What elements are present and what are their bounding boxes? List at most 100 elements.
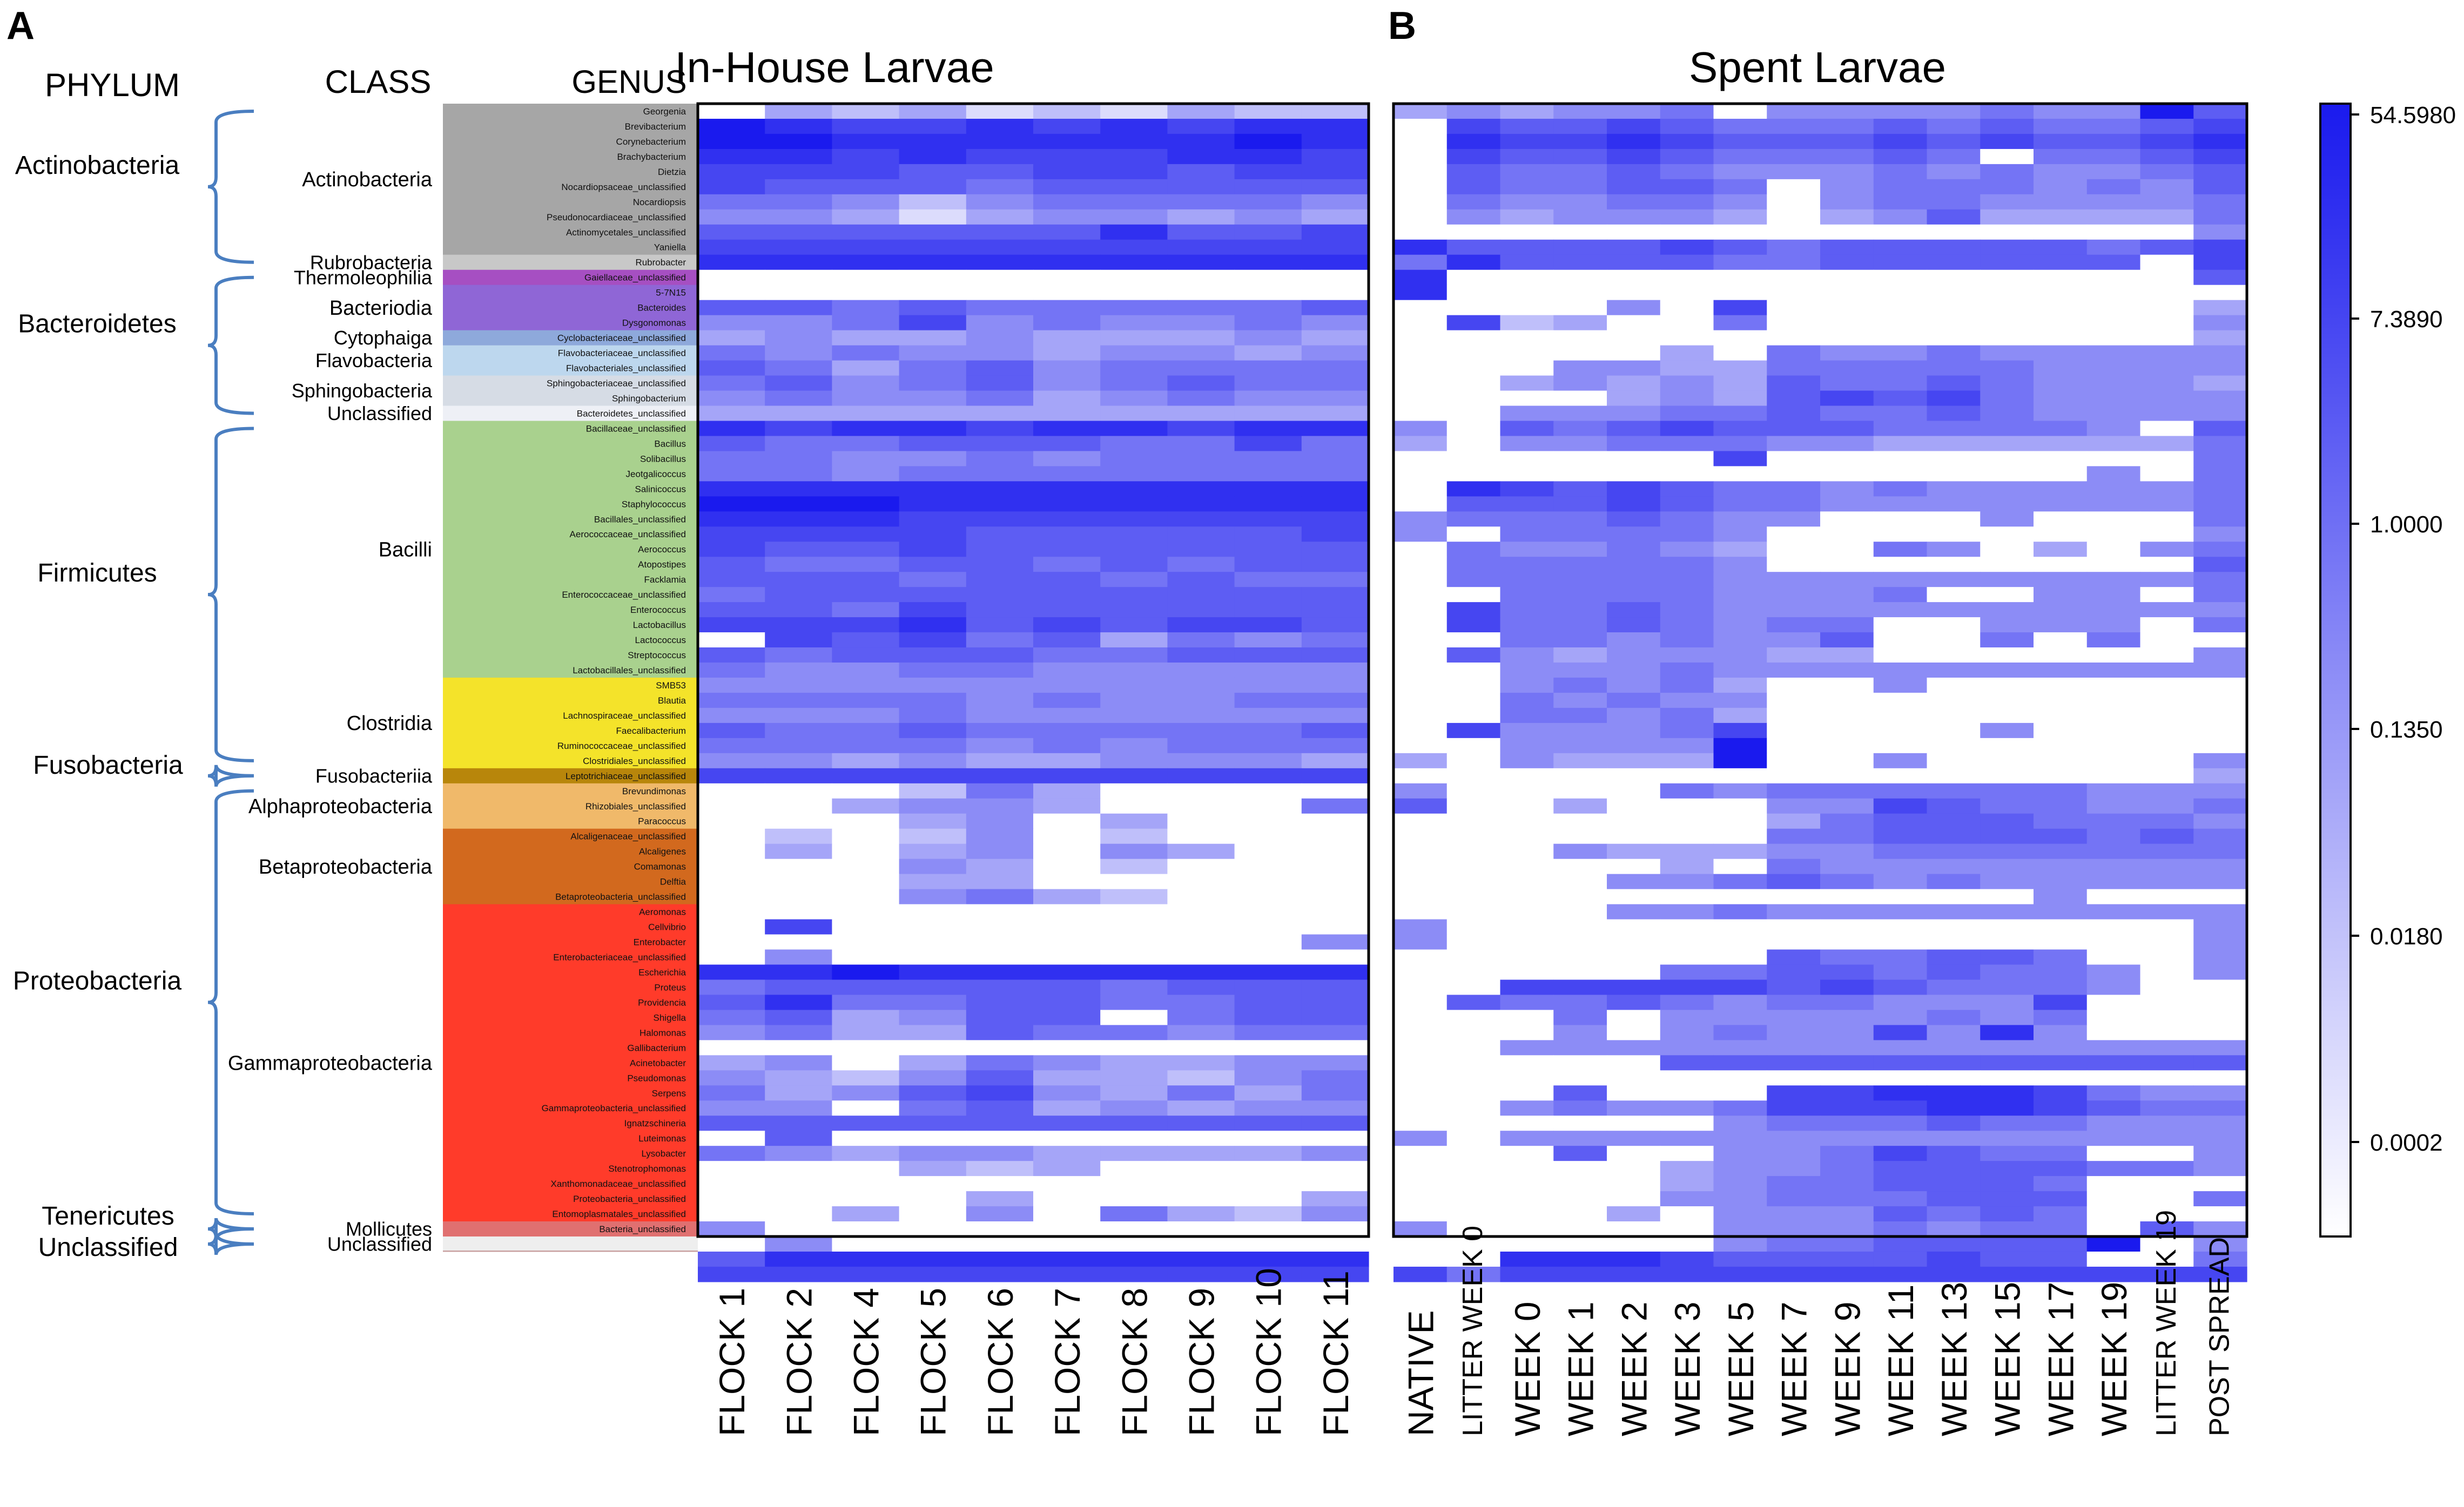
heatmap-cell: [1500, 1070, 1554, 1086]
heatmap-cell: [1873, 602, 1928, 618]
heatmap-cell: [765, 647, 832, 663]
heatmap-cell: [1660, 1236, 1714, 1252]
heatmap-cell: [1234, 104, 1302, 119]
heatmap-cell: [899, 572, 967, 587]
heatmap-cell: [1167, 783, 1235, 799]
heatmap-cell: [2193, 632, 2247, 648]
heatmap-cell: [1234, 722, 1302, 739]
heatmap-cell: [2193, 1176, 2247, 1192]
heatmap-cell: [2140, 572, 2194, 587]
heatmap-cell: [1607, 934, 1661, 950]
heatmap-cell: [1820, 1146, 1874, 1161]
heatmap-cell: [1927, 602, 1981, 618]
heatmap-cell: [2086, 254, 2141, 271]
heatmap-cell: [765, 632, 832, 648]
heatmap-cell: [2193, 1266, 2247, 1282]
heatmap-cell: [698, 572, 765, 587]
heatmap-cell: [765, 1070, 832, 1086]
heatmap-cell: [1607, 481, 1661, 497]
heatmap-cell: [1980, 768, 2034, 784]
heatmap-cell: [1234, 783, 1302, 799]
heatmap-cell: [1500, 330, 1554, 346]
heatmap-cell: [1393, 330, 1448, 346]
heatmap-cell: [765, 557, 832, 572]
heatmap-cell: [1980, 677, 2034, 693]
heatmap-cell: [1873, 722, 1928, 739]
heatmap-cell: [1713, 1010, 1767, 1025]
heatmap-cell: [1660, 647, 1714, 663]
heatmap-cell: [1234, 285, 1302, 301]
class-band: [443, 828, 698, 905]
heatmap-cell: [2034, 451, 2088, 467]
heatmap-cell: [832, 1161, 900, 1177]
heatmap-cell: [1927, 436, 1981, 451]
heatmap-cell: [1100, 224, 1168, 240]
heatmap-cell: [1033, 1206, 1101, 1222]
heatmap-cell: [2086, 133, 2141, 150]
heatmap-cell: [2086, 542, 2141, 557]
heatmap-cell: [832, 104, 900, 119]
heatmap-cell: [698, 919, 765, 935]
heatmap-cell: [1446, 345, 1501, 361]
heatmap-cell: [1301, 436, 1369, 451]
heatmap-cell: [2140, 194, 2194, 210]
heatmap-cell: [966, 677, 1034, 693]
heatmap-cell: [1500, 557, 1554, 572]
heatmap-cell: [1927, 511, 1981, 527]
heatmap-cell: [1100, 1085, 1168, 1101]
heatmap-cell: [1301, 1191, 1369, 1207]
heatmap-cell: [832, 949, 900, 965]
genus-label: Atopostipes: [638, 559, 686, 570]
heatmap-cell: [1393, 421, 1448, 437]
heatmap-cell: [2034, 1206, 2088, 1222]
heatmap-cell: [1446, 964, 1501, 981]
heatmap-cell: [2086, 1176, 2141, 1192]
heatmap-cell: [1607, 254, 1661, 271]
heatmap-cell: [2140, 768, 2194, 784]
heatmap-cell: [2193, 707, 2247, 724]
genus-label: Comamonas: [634, 862, 686, 872]
genus-label: Jeotgalicoccus: [625, 469, 686, 479]
heatmap-cell: [1713, 285, 1767, 301]
heatmap-cell: [832, 707, 900, 724]
column-label: FLOCK 1: [712, 1288, 752, 1436]
heatmap-cell: [832, 813, 900, 829]
heatmap-cell: [1553, 194, 1607, 210]
heatmap-cell: [1927, 269, 1981, 286]
heatmap-cell: [1393, 104, 1448, 119]
heatmap-cell: [2086, 813, 2141, 829]
heatmap-cell: [1301, 934, 1369, 950]
genus-label: Facklamia: [644, 575, 686, 585]
heatmap-cell: [1767, 632, 1821, 648]
heatmap-cell: [899, 285, 967, 301]
heatmap-cell: [1927, 148, 1981, 165]
heatmap-cell: [698, 269, 765, 286]
heatmap-cell: [966, 1116, 1034, 1131]
heatmap-cell: [2086, 964, 2141, 981]
heatmap-cell: [698, 1100, 765, 1116]
heatmap-cell: [832, 557, 900, 572]
heatmap-cell: [966, 692, 1034, 708]
heatmap-cell: [832, 919, 900, 935]
heatmap-cell: [1500, 360, 1554, 376]
heatmap-cell: [1767, 526, 1821, 542]
heatmap-cell: [2193, 1206, 2247, 1222]
heatmap-cell: [966, 239, 1034, 255]
heatmap-cell: [1301, 979, 1369, 996]
heatmap-cell: [1713, 722, 1767, 739]
heatmap-cell: [1660, 451, 1714, 467]
heatmap-cell: [1767, 979, 1821, 996]
heatmap-cell: [1500, 390, 1554, 407]
heatmap-cell: [1713, 692, 1767, 708]
heatmap-cell: [1234, 239, 1302, 255]
heatmap-cell: [1446, 1025, 1501, 1040]
heatmap-cell: [698, 526, 765, 542]
class-band: [443, 904, 698, 1222]
heatmap-cell: [765, 360, 832, 376]
heatmap-cell: [1167, 663, 1235, 678]
heatmap-cell: [1301, 1025, 1369, 1040]
heatmap-cell: [698, 783, 765, 799]
heatmap-cell: [1927, 692, 1981, 708]
heatmap-cell: [1980, 390, 2034, 407]
heatmap-cell: [1500, 768, 1554, 784]
